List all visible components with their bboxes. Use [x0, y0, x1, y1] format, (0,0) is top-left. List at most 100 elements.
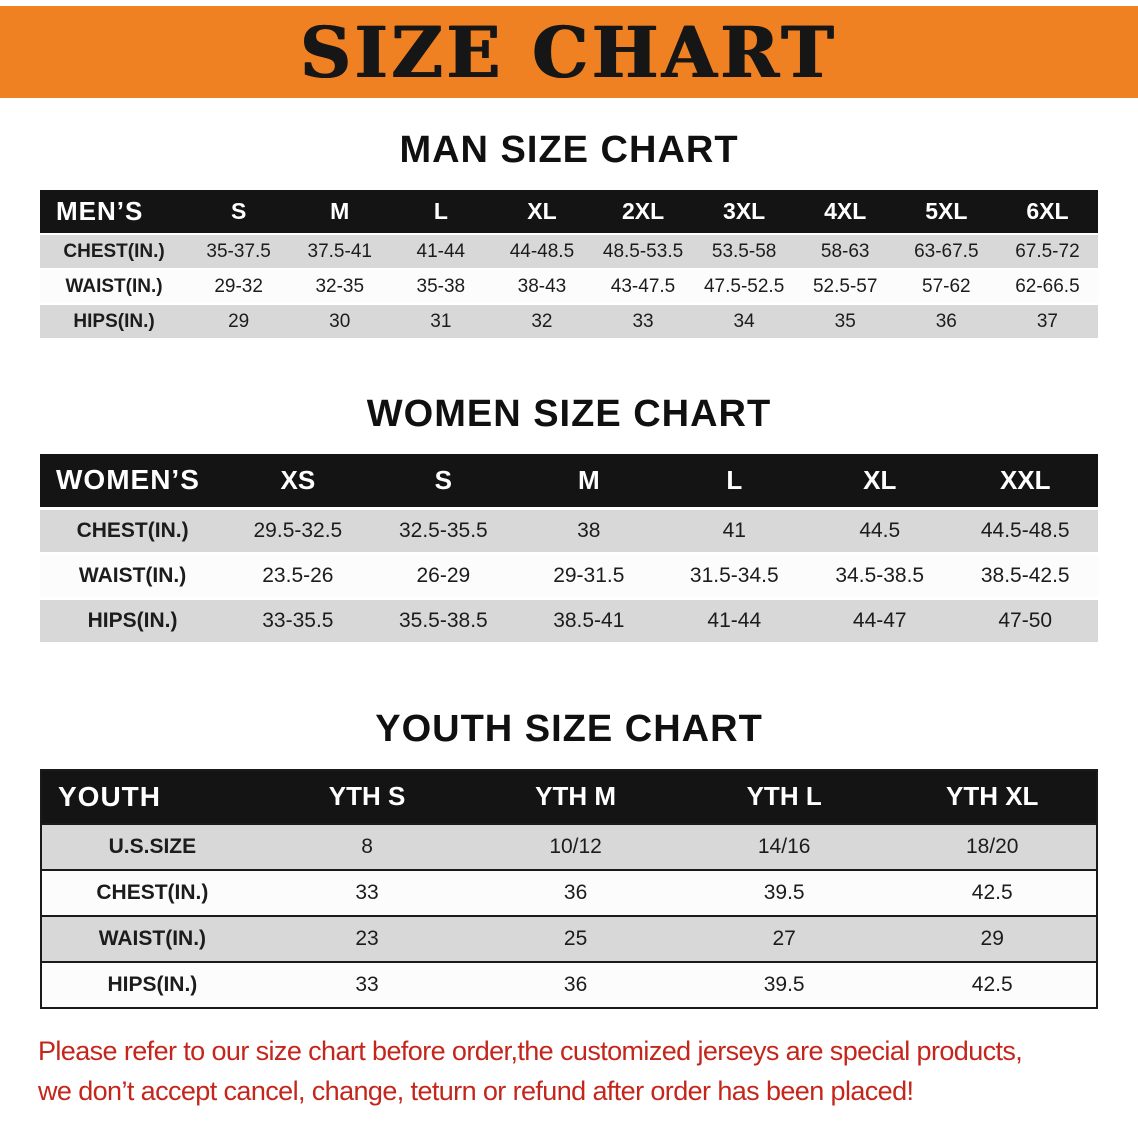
- size-value-cell: 38: [577, 518, 601, 542]
- size-value-cell: 41-44: [416, 240, 466, 262]
- size-value-cell: 63-67.5: [914, 240, 979, 262]
- size-value-cell: 10/12: [549, 834, 602, 858]
- size-value-cell: 38-43: [517, 275, 567, 297]
- size-column-header: YTH L: [679, 769, 889, 824]
- size-value-cell: 35-38: [416, 275, 466, 297]
- size-value-cell: 31: [430, 310, 452, 332]
- table-row: WAIST(IN.) 23.5-26 26-29 29-31.5 31.5-34.5 34…: [40, 553, 1098, 598]
- table-row: CHEST(IN.) 33 36 39.5 42.5: [41, 869, 1097, 916]
- size-value-cell: 36: [563, 880, 588, 904]
- section-women: WOMEN SIZE CHART WOMEN’S XS S M L XL XXL CHEST(…: [0, 392, 1138, 645]
- size-column-header: 4XL: [794, 190, 896, 234]
- size-value-cell: 44-47: [852, 608, 907, 632]
- size-column-header: YTH M: [471, 769, 680, 824]
- size-column-header: XS: [225, 454, 371, 508]
- size-value-cell: 29.5-32.5: [253, 518, 343, 542]
- size-value-cell: 38.5-42.5: [980, 563, 1070, 587]
- size-column-header: L: [390, 190, 492, 234]
- table-row: HIPS(IN.) 33-35.5 35.5-38.5 38.5-41 41-44 44-…: [40, 598, 1098, 643]
- disclaimer: Please refer to our size chart before or…: [38, 1031, 1100, 1111]
- size-value-cell: 41: [722, 518, 746, 542]
- size-column-header: YTH XL: [888, 769, 1097, 824]
- size-column-header: S: [370, 454, 517, 508]
- size-value-cell: 33: [632, 310, 654, 332]
- disclaimer-line-2: we don’t accept cancel, change, teturn o…: [38, 1075, 914, 1106]
- size-column-header: M: [516, 454, 662, 508]
- row-label: HIPS(IN.): [87, 608, 178, 632]
- disclaimer-line-1: Please refer to our size chart before or…: [38, 1035, 1023, 1066]
- table-row: WAIST(IN.) 23 25 27 29: [41, 915, 1097, 962]
- women-size-table: WOMEN’S XS S M L XL XXL CHEST(IN.) 29.5-32.5 32.5…: [40, 454, 1098, 645]
- table-corner-label: MEN’S: [40, 190, 189, 234]
- size-column-header: 3XL: [693, 190, 795, 234]
- table-row: U.S.SIZE 8 10/12 14/16 18/20: [41, 823, 1097, 870]
- size-value-cell: 31.5-34.5: [689, 563, 779, 587]
- size-value-cell: 34: [733, 310, 755, 332]
- size-value-cell: 18/20: [965, 834, 1019, 858]
- row-label: CHEST(IN.): [96, 880, 209, 904]
- row-label: CHEST(IN.): [63, 240, 165, 262]
- size-value-cell: 14/16: [757, 834, 811, 858]
- youth-section-heading: YOUTH SIZE CHART: [375, 707, 763, 750]
- size-value-cell: 29-31.5: [553, 563, 625, 587]
- banner: SIZE CHART: [0, 6, 1138, 98]
- row-label: WAIST(IN.): [65, 275, 163, 297]
- size-value-cell: 58-63: [820, 240, 870, 262]
- size-value-cell: 42.5: [971, 880, 1013, 904]
- table-corner-label: YOUTH: [41, 769, 263, 824]
- section-men: MAN SIZE CHART MEN’S S M L XL 2XL 3XL 4XL 5XL 6XL…: [0, 128, 1138, 340]
- size-column-header: YTH S: [262, 769, 472, 824]
- women-section-heading: WOMEN SIZE CHART: [366, 393, 772, 435]
- row-label: HIPS(IN.): [107, 972, 198, 996]
- size-column-header: XXL: [952, 454, 1098, 508]
- size-chart-page: SIZE CHART MAN SIZE CHART MEN’S S M L XL 2XL 3…: [0, 6, 1138, 1111]
- row-label: HIPS(IN.): [73, 310, 155, 332]
- size-value-cell: 39.5: [763, 972, 805, 996]
- table-header-row: WOMEN’S XS S M L XL XXL: [40, 454, 1098, 508]
- size-value-cell: 34.5-38.5: [835, 563, 925, 587]
- men-size-table: MEN’S S M L XL 2XL 3XL 4XL 5XL 6XL CHEST(IN.) 35-37…: [40, 190, 1098, 340]
- size-value-cell: 37: [1036, 310, 1058, 332]
- size-value-cell: 36: [935, 310, 957, 332]
- size-column-header: 2XL: [592, 190, 694, 234]
- size-value-cell: 35-37.5: [206, 240, 271, 262]
- size-value-cell: 30: [329, 310, 351, 332]
- size-value-cell: 25: [563, 926, 588, 950]
- size-value-cell: 32.5-35.5: [398, 518, 488, 542]
- size-value-cell: 8: [361, 834, 373, 858]
- table-row: HIPS(IN.) 29 30 31 32 33 34 35 36 37: [40, 304, 1098, 339]
- size-value-cell: 53.5-58: [711, 240, 777, 262]
- size-value-cell: 67.5-72: [1015, 240, 1080, 262]
- section-youth: YOUTH SIZE CHART YOUTH YTH S YTH M YTH L YTH…: [0, 707, 1138, 1009]
- table-corner-label: WOMEN’S: [40, 454, 226, 508]
- size-column-header: XL: [491, 190, 593, 234]
- size-value-cell: 26-29: [416, 563, 471, 587]
- page-title: SIZE CHART: [300, 10, 838, 94]
- size-value-cell: 33-35.5: [262, 608, 334, 632]
- size-value-cell: 32-35: [315, 275, 365, 297]
- size-column-header: M: [289, 190, 391, 234]
- size-value-cell: 44.5: [859, 518, 901, 542]
- size-column-header: S: [188, 190, 290, 234]
- size-value-cell: 23.5-26: [262, 563, 334, 587]
- size-value-cell: 47.5-52.5: [703, 275, 785, 297]
- size-value-cell: 29-32: [214, 275, 263, 297]
- size-column-header: 5XL: [895, 190, 997, 234]
- size-value-cell: 48.5-53.5: [602, 240, 684, 262]
- size-value-cell: 44.5-48.5: [980, 518, 1070, 542]
- size-column-header: L: [661, 454, 808, 508]
- table-header-row: MEN’S S M L XL 2XL 3XL 4XL 5XL 6XL: [40, 190, 1098, 234]
- size-value-cell: 43-47.5: [610, 275, 676, 297]
- size-column-header: XL: [807, 454, 953, 508]
- row-label: U.S.SIZE: [108, 834, 197, 858]
- size-value-cell: 37.5-41: [307, 240, 372, 262]
- size-value-cell: 47-50: [998, 608, 1053, 632]
- table-header-row: YOUTH YTH S YTH M YTH L YTH XL: [41, 769, 1097, 824]
- size-value-cell: 35: [834, 310, 856, 332]
- men-section-heading: MAN SIZE CHART: [399, 129, 739, 171]
- size-value-cell: 44-48.5: [509, 240, 575, 262]
- size-value-cell: 52.5-57: [812, 275, 878, 297]
- size-value-cell: 39.5: [763, 880, 805, 904]
- row-label: CHEST(IN.): [76, 518, 189, 542]
- row-label: WAIST(IN.): [78, 563, 187, 587]
